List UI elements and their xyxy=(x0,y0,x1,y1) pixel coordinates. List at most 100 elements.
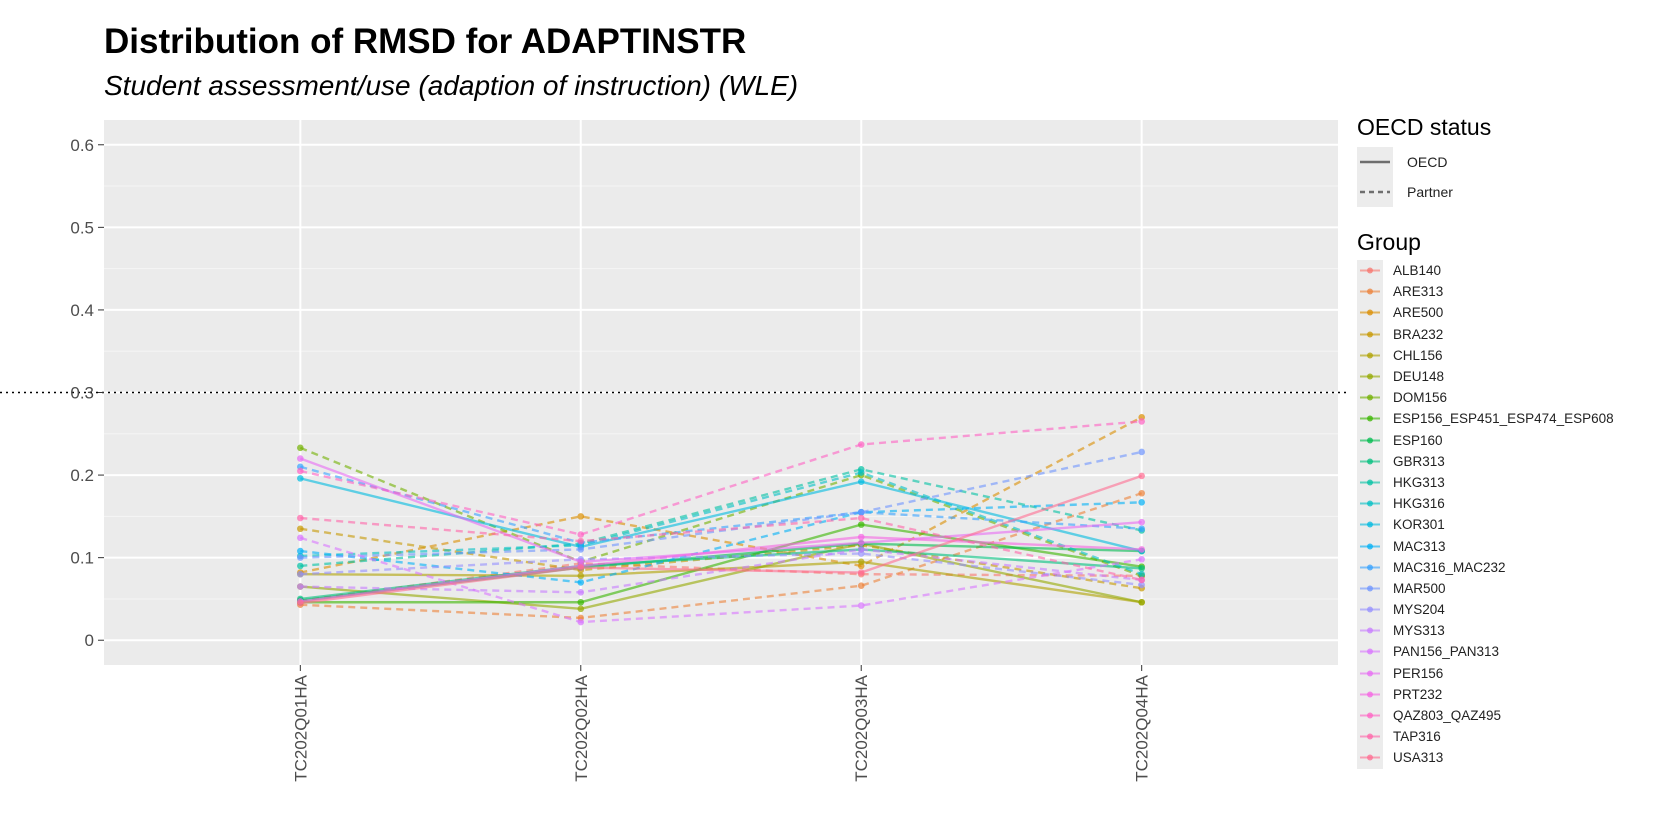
legend-key xyxy=(1357,429,1383,451)
series-line xyxy=(300,420,1142,536)
y-tick-label: 0.4 xyxy=(70,301,94,320)
legend-label: ESP156_ESP451_ESP474_ESP608 xyxy=(1393,411,1614,427)
legend-key xyxy=(1357,514,1383,536)
legend-key xyxy=(1357,683,1383,705)
legend-label: MAR500 xyxy=(1393,580,1446,596)
data-point xyxy=(857,478,865,485)
series-line xyxy=(300,535,1142,603)
legend-entry-per156: PER156 xyxy=(1357,662,1647,684)
legend-label: PER156 xyxy=(1393,665,1444,681)
series-line xyxy=(300,477,1142,553)
legend-entry-bra232: BRA232 xyxy=(1357,323,1647,345)
series-line xyxy=(299,536,1142,624)
legend-entry-partner: Partner xyxy=(1357,177,1647,207)
legend-key xyxy=(1357,387,1383,409)
legend-key xyxy=(1357,535,1383,557)
series-tap316 xyxy=(297,514,1145,584)
data-point xyxy=(857,508,865,516)
legend-entry-are500: ARE500 xyxy=(1357,302,1647,324)
data-point xyxy=(297,467,304,475)
legend-key xyxy=(1357,365,1383,388)
data-point xyxy=(1138,570,1145,578)
legend-label: MYS313 xyxy=(1393,623,1445,639)
data-point xyxy=(857,521,865,528)
x-tick-label: TC202Q02HA xyxy=(572,674,591,781)
legend-label: USA313 xyxy=(1393,750,1444,766)
legend-title-group: Group xyxy=(1357,229,1421,255)
legend-key xyxy=(1357,662,1383,684)
legend-entry-mac313: MAC313 xyxy=(1357,535,1647,557)
series-qaz803_qaz495 xyxy=(297,418,1145,538)
data-point xyxy=(1138,518,1145,526)
data-point xyxy=(297,599,304,607)
legend-entry-qaz803_qaz495: QAZ803_QAZ495 xyxy=(1357,704,1647,727)
data-point xyxy=(297,534,304,542)
y-tick-label: 0.1 xyxy=(70,549,94,568)
legend-entry-esp156_esp451_esp474_esp608: ESP156_ESP451_ESP474_ESP608 xyxy=(1357,408,1647,430)
data-point xyxy=(577,513,585,520)
legend-key xyxy=(1357,641,1383,663)
data-point xyxy=(857,441,865,448)
data-point xyxy=(577,537,585,545)
chart-title: Distribution of RMSD for ADAPTINSTR xyxy=(104,22,747,61)
y-tick-label: 0.5 xyxy=(70,218,94,237)
data-point xyxy=(857,546,865,553)
data-point xyxy=(577,531,585,538)
data-point xyxy=(1138,565,1145,572)
legend-entry-chl156: CHL156 xyxy=(1357,344,1647,366)
legend-label: CHL156 xyxy=(1393,347,1443,363)
series-mar500 xyxy=(297,448,1145,561)
legend-key xyxy=(1357,471,1383,494)
legend-key xyxy=(1357,177,1393,207)
legend-entry-gbr313: GBR313 xyxy=(1357,450,1647,472)
series-layer xyxy=(297,413,1145,626)
data-point xyxy=(577,572,585,580)
legend-title-oecd-status: OECD status xyxy=(1357,114,1492,140)
data-point xyxy=(297,455,304,462)
legend-label: MYS204 xyxy=(1393,602,1445,618)
legend-label: ARE313 xyxy=(1393,284,1444,300)
data-point xyxy=(857,469,865,476)
data-point xyxy=(857,533,865,541)
legend-label: ALB140 xyxy=(1393,263,1442,279)
data-point xyxy=(857,569,865,576)
y-tick-label: 0.3 xyxy=(70,384,94,403)
series-line xyxy=(300,492,1143,620)
legend-key xyxy=(1357,620,1383,642)
data-point xyxy=(297,570,304,578)
data-point xyxy=(1138,472,1145,480)
data-point xyxy=(577,618,585,626)
axis-layer: 0 0.1 0.2 0.3 0.4 0.5 0.6 TC202Q01HA TC202Q02HA T… xyxy=(70,136,1151,782)
legend-entry-hkg316: HKG316 xyxy=(1357,493,1647,515)
legend-key xyxy=(1357,726,1383,748)
legend-entry-esp160: ESP160 xyxy=(1357,429,1647,451)
data-point xyxy=(1138,418,1145,425)
series-line xyxy=(300,501,1142,584)
data-point xyxy=(857,582,865,590)
series-line xyxy=(300,560,1142,604)
legend-entry-prt232: PRT232 xyxy=(1357,683,1647,705)
data-point xyxy=(577,564,585,571)
data-point xyxy=(857,558,865,566)
data-point xyxy=(577,546,585,553)
legend-group-entries: ALB140 ARE313 ARE500 BRA232 CHL156 DEU148 DOM1… xyxy=(1357,260,1647,769)
legend-label: PAN156_PAN313 xyxy=(1393,644,1500,660)
y-tick-label: 0.6 xyxy=(70,136,94,155)
legend-entry-hkg313: HKG313 xyxy=(1357,471,1647,494)
legend-key xyxy=(1357,281,1383,303)
y-tick-label: 0 xyxy=(85,631,94,650)
series-line xyxy=(300,465,1142,545)
series-line xyxy=(300,474,1143,605)
data-point xyxy=(297,547,304,555)
legend: OECD status OECD Partner Group ALB140 ARE3… xyxy=(1357,114,1647,769)
legend-label: ESP160 xyxy=(1393,432,1443,448)
legend-label: DEU148 xyxy=(1393,369,1445,385)
data-point xyxy=(297,525,304,533)
data-point xyxy=(297,475,304,482)
legend-label: MAC313 xyxy=(1393,538,1446,554)
legend-key xyxy=(1357,556,1383,578)
data-point xyxy=(1138,598,1145,606)
legend-key xyxy=(1357,747,1383,769)
data-point xyxy=(1138,448,1145,456)
